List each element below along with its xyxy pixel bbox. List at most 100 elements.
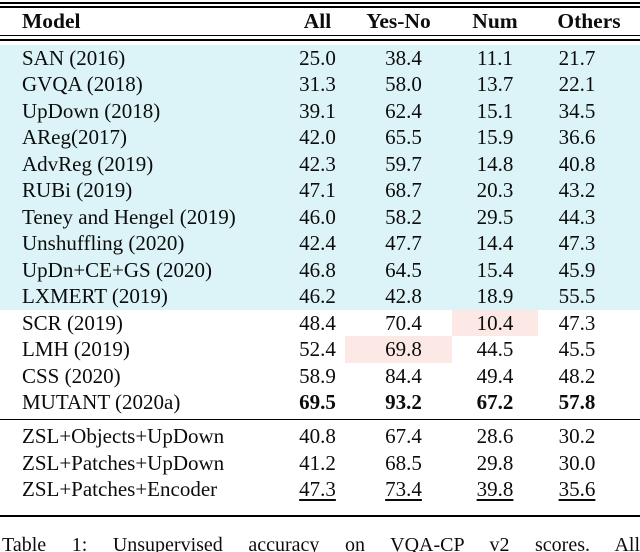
value-text: 48.4 <box>299 310 336 335</box>
value-cell-num: 39.8 <box>452 476 538 503</box>
table-row: CSS (2020) 58.9 84.4 49.4 48.2 <box>0 363 640 390</box>
value-text: 36.6 <box>558 125 596 150</box>
header-bottom-rule-1 <box>0 34 640 37</box>
value-cell-others: 57.8 <box>538 389 640 416</box>
table-top-rule-2 <box>0 6 640 8</box>
value-text: 93.2 <box>385 390 422 415</box>
value-cell-num: 15.1 <box>452 98 538 125</box>
table-body-zsl: ZSL+Objects+UpDown 40.8 67.4 28.6 30.2 ZSL+Pa… <box>0 423 640 503</box>
model-cell: Teney and Hengel (2019) <box>0 204 290 231</box>
value-text: 34.5 <box>558 98 596 123</box>
value-cell-all: 41.2 <box>290 450 345 477</box>
table-row: SAN (2016) 25.0 38.4 11.1 21.7 <box>0 44 640 72</box>
value-text: 30.2 <box>558 424 596 449</box>
value-text: 14.8 <box>476 151 514 176</box>
value-cell-num: 11.1 <box>452 45 538 72</box>
value-text: 45.5 <box>558 337 596 362</box>
value-text: 42.4 <box>299 231 336 256</box>
value-text: 44.3 <box>558 204 596 229</box>
value-text: 68.5 <box>385 450 422 475</box>
model-label: Unshuffling (2020) <box>22 231 185 256</box>
value-text: 42.8 <box>385 284 422 309</box>
value-text: 62.4 <box>385 98 422 123</box>
value-cell-num: 28.6 <box>452 423 538 450</box>
value-text: 47.3 <box>558 231 596 256</box>
table-body-main: SAN (2016) 25.0 38.4 11.1 21.7 GVQA (2018) 31.… <box>0 44 640 416</box>
header-all: All <box>303 9 332 34</box>
value-text: 14.4 <box>476 231 514 256</box>
value-cell-num: 15.9 <box>452 124 538 151</box>
value-cell-all: 47.1 <box>290 177 345 204</box>
value-text: 22.1 <box>558 72 596 97</box>
model-cell: LMH (2019) <box>0 336 290 363</box>
model-cell: SAN (2016) <box>0 45 290 72</box>
value-text: 59.7 <box>385 151 422 176</box>
value-cell-all: 69.5 <box>290 389 345 416</box>
value-text: 21.7 <box>558 45 596 70</box>
table-caption: Table 1: Unsupervised accuracy on VQA-CP… <box>2 534 640 552</box>
value-text: 58.9 <box>299 363 336 388</box>
value-text: 31.3 <box>299 72 336 97</box>
value-text: 84.4 <box>385 363 422 388</box>
model-cell: ZSL+Patches+UpDown <box>0 450 290 477</box>
table-row: AReg(2017) 42.0 65.5 15.9 36.6 <box>0 124 640 151</box>
model-label: AdvReg (2019) <box>22 151 154 176</box>
value-text: 70.4 <box>385 310 422 335</box>
value-text: 29.5 <box>476 204 514 229</box>
model-cell: RUBi (2019) <box>0 177 290 204</box>
value-cell-num: 14.8 <box>452 151 538 178</box>
value-text: 43.2 <box>558 178 596 203</box>
value-cell-num: 44.5 <box>452 336 538 363</box>
model-cell: AdvReg (2019) <box>0 151 290 178</box>
value-text: 47.1 <box>299 178 336 203</box>
value-cell-yesno: 70.4 <box>345 310 452 337</box>
value-cell-all: 39.1 <box>290 98 345 125</box>
value-cell-num: 67.2 <box>452 389 538 416</box>
value-text: 55.5 <box>558 284 596 309</box>
value-cell-yesno: 38.4 <box>345 45 452 72</box>
value-cell-yesno: 42.8 <box>345 283 452 310</box>
table-row: LXMERT (2019) 46.2 42.8 18.9 55.5 <box>0 283 640 310</box>
table-bottom-rule <box>0 514 640 518</box>
value-cell-yesno: 62.4 <box>345 98 452 125</box>
value-cell-yesno: 64.5 <box>345 257 452 284</box>
value-text: 64.5 <box>385 257 422 282</box>
value-cell-all: 46.8 <box>290 257 345 284</box>
table-row: RUBi (2019) 47.1 68.7 20.3 43.2 <box>0 177 640 204</box>
value-cell-all: 40.8 <box>290 423 345 450</box>
model-label: Teney and Hengel (2019) <box>22 204 236 229</box>
value-cell-yesno: 65.5 <box>345 124 452 151</box>
value-cell-yesno: 93.2 <box>345 389 452 416</box>
model-cell: CSS (2020) <box>0 363 290 390</box>
model-label: MUTANT (2020a) <box>22 390 181 415</box>
model-cell: ZSL+Objects+UpDown <box>0 423 290 450</box>
value-cell-all: 25.0 <box>290 45 345 72</box>
model-cell: SCR (2019) <box>0 310 290 337</box>
value-text: 48.2 <box>558 363 596 388</box>
value-cell-others: 30.0 <box>538 450 640 477</box>
value-cell-num: 29.5 <box>452 204 538 231</box>
value-cell-others: 40.8 <box>538 151 640 178</box>
value-text: 47.3 <box>299 477 336 502</box>
value-text: 15.4 <box>476 257 514 282</box>
table-row: UpDn+CE+GS (2020) 46.8 64.5 15.4 45.9 <box>0 256 640 284</box>
value-cell-num: 14.4 <box>452 230 538 257</box>
value-cell-others: 47.3 <box>538 310 640 337</box>
table-row: UpDown (2018) 39.1 62.4 15.1 34.5 <box>0 97 640 125</box>
value-cell-all: 46.2 <box>290 283 345 310</box>
value-cell-others: 43.2 <box>538 177 640 204</box>
value-cell-yesno: 68.5 <box>345 450 452 477</box>
table-row: ZSL+Patches+Encoder 47.3 73.4 39.8 35.6 <box>0 476 640 503</box>
value-text: 11.1 <box>477 45 513 70</box>
value-cell-all: 52.4 <box>290 336 345 363</box>
value-cell-all: 42.3 <box>290 151 345 178</box>
value-text: 40.8 <box>299 424 336 449</box>
value-cell-num: 29.8 <box>452 450 538 477</box>
value-cell-all: 47.3 <box>290 476 345 503</box>
model-cell: Unshuffling (2020) <box>0 230 290 257</box>
value-cell-others: 34.5 <box>538 98 640 125</box>
value-cell-yesno: 73.4 <box>345 476 452 503</box>
model-label: LXMERT (2019) <box>22 284 168 309</box>
value-text: 65.5 <box>385 125 422 150</box>
